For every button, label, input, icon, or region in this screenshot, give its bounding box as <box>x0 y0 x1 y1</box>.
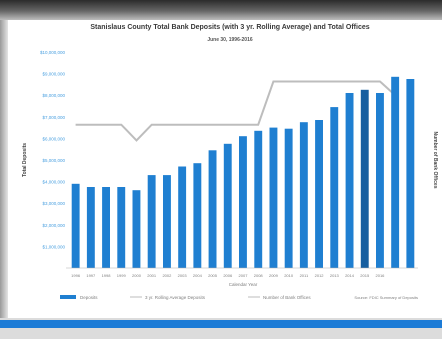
y-tick-label: $4,000,000 <box>42 180 65 185</box>
legend-label-rolling: 3 yr. Rolling Average Deposits <box>145 295 206 300</box>
deposit-bar <box>269 127 278 268</box>
x-tick-label: 2013 <box>330 273 340 278</box>
deposit-bar <box>330 107 339 268</box>
x-tick-label: 2015 <box>360 273 370 278</box>
x-tick-label: 2001 <box>147 273 157 278</box>
x-tick-label: 2002 <box>162 273 172 278</box>
y-tick-label: $6,000,000 <box>42 136 65 141</box>
x-axis-label: Calendar Year <box>229 282 258 287</box>
deposit-bar <box>223 143 232 268</box>
x-tick-label: 2004 <box>193 273 203 278</box>
x-tick-label: 2003 <box>178 273 188 278</box>
deposit-bar <box>406 79 415 268</box>
x-tick-label: 2016 <box>376 273 386 278</box>
y-tick-label: $2,000,000 <box>42 223 65 228</box>
y2-axis-label: Number of Bank Offices <box>432 132 438 189</box>
x-tick-label: 1999 <box>117 273 127 278</box>
deposit-bar <box>284 128 293 268</box>
bottom-accent-stripe <box>0 320 442 328</box>
y-axis-label: Total Deposits <box>22 143 28 177</box>
x-tick-label: 2006 <box>223 273 233 278</box>
deposit-bar <box>132 190 141 268</box>
chart-title: Stanislaus County Total Bank Deposits (w… <box>90 24 370 31</box>
deposit-bar <box>239 136 247 268</box>
y-tick-label: $3,000,000 <box>42 201 65 206</box>
x-tick-label: 2007 <box>239 273 249 278</box>
legend-swatch-deposits <box>60 295 76 299</box>
x-tick-label: 1997 <box>86 273 96 278</box>
x-tick-label: 1996 <box>71 273 81 278</box>
deposit-bar <box>193 163 202 268</box>
deposit-bar <box>299 122 308 268</box>
deposit-bar <box>163 175 171 268</box>
source-note: Source: FDIC Summary of Deposits <box>354 295 418 300</box>
y-tick-label: $9,000,000 <box>42 72 65 77</box>
x-tick-label: 2005 <box>208 273 218 278</box>
deposit-bar <box>391 76 400 268</box>
x-tick-label: 2008 <box>254 273 264 278</box>
x-tick-label: 2009 <box>269 273 279 278</box>
x-tick-label: 2011 <box>300 273 309 278</box>
x-tick-label: 2000 <box>132 273 142 278</box>
deposit-bar <box>178 166 187 268</box>
deposit-bar <box>315 120 323 268</box>
deposit-bar <box>345 93 354 268</box>
deposit-bar <box>117 187 126 268</box>
y-tick-label: $5,000,000 <box>42 158 65 163</box>
x-tick-label: 2014 <box>345 273 355 278</box>
left-edge-shadow <box>0 20 8 320</box>
deposit-bar <box>147 175 156 268</box>
y-tick-label: $8,000,000 <box>42 93 65 98</box>
y-tick-label: $1,000,000 <box>42 244 65 249</box>
legend-label-deposits: Deposits <box>80 295 98 300</box>
deposit-bar <box>86 187 95 268</box>
legend-label-offices: Number of Bank Offices <box>263 295 311 300</box>
x-tick-label: 2012 <box>315 273 325 278</box>
x-tick-label: 2010 <box>284 273 294 278</box>
y-tick-label: $7,000,000 <box>42 115 65 120</box>
deposit-bar <box>376 93 384 268</box>
deposit-bar <box>254 130 263 268</box>
deposit-bar <box>102 187 110 268</box>
deposit-bar <box>208 150 217 268</box>
top-band <box>0 0 442 20</box>
offices-line <box>75 80 396 142</box>
y-tick-label: $10,000,000 <box>40 50 66 55</box>
deposit-bar <box>71 183 80 268</box>
chart-subtitle: June 30, 1996-2016 <box>207 37 253 43</box>
x-tick-label: 1998 <box>102 273 112 278</box>
deposit-bar <box>360 89 369 268</box>
